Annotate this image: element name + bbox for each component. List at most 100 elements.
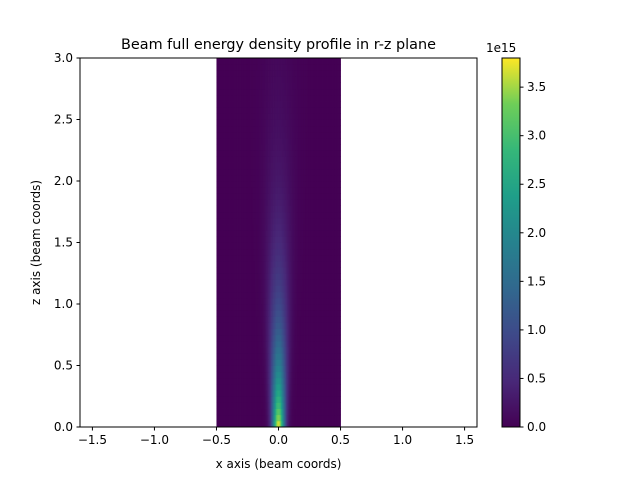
heatmap-cell [277,137,279,145]
heatmap-cell [316,328,319,336]
heatmap-cell [297,304,299,311]
heatmap-cell [237,168,240,176]
heatmap-cell [221,297,224,305]
heatmap-cell [295,310,298,317]
heatmap-cell [238,310,241,317]
heatmap-cell [314,396,317,403]
heatmap-cell [328,279,330,286]
heatmap-cell [245,377,247,385]
heatmap-cell [288,304,291,311]
heatmap-cell [331,156,334,163]
heatmap-cell [331,328,334,336]
heatmap-cell [241,125,243,133]
heatmap-cell [216,297,219,305]
heatmap-cell [329,396,332,403]
heatmap-cell [329,236,332,243]
heatmap-cell [303,193,305,200]
heatmap-cell [262,193,265,200]
heatmap-cell [277,383,279,391]
heatmap-cell [339,396,341,403]
heatmap-cell [240,396,242,403]
heatmap-cell [220,137,222,145]
heatmap-cell [299,168,302,176]
heatmap-cell [295,420,298,427]
heatmap-cell [283,260,286,268]
heatmap-cell [313,193,315,200]
heatmap-cell [287,193,289,200]
heatmap-cell [331,131,334,139]
heatmap-cell [241,150,243,157]
heatmap-cell [259,193,262,200]
heatmap-cell [272,347,274,354]
heatmap-cell [220,260,222,268]
heatmap-cell [253,334,256,342]
heatmap-cell [220,181,222,188]
heatmap-cell [245,316,247,323]
heatmap-cell [324,230,327,237]
heatmap-cell [249,347,252,354]
heatmap-cell [278,414,281,422]
heatmap-cell [257,267,260,274]
heatmap-cell [338,199,340,206]
heatmap-cell [254,322,257,329]
heatmap-cell [285,131,288,139]
heatmap-cell [276,260,278,268]
heatmap-cell [331,174,334,182]
heatmap-cell [285,304,288,311]
heatmap-cell [258,242,261,250]
heatmap-cell [326,279,329,286]
heatmap-cell [248,162,251,170]
heatmap-cell [316,211,319,219]
heatmap-cell [313,279,315,286]
heatmap-cell [278,254,281,262]
heatmap-cell [264,193,267,200]
heatmap-cell [280,365,283,373]
heatmap-cell [237,150,240,157]
heatmap-cell [319,150,322,157]
heatmap-cell [268,137,271,145]
heatmap-cell [266,377,268,385]
heatmap-cell [333,156,335,163]
heatmap-cell [247,187,250,194]
heatmap-cell [243,150,246,157]
heatmap-cell [302,297,304,305]
heatmap-cell [338,390,340,397]
heatmap-cell [248,181,251,188]
heatmap-cell [274,181,277,188]
heatmap-cell [320,414,323,422]
heatmap-cell [271,291,273,299]
heatmap-cell [269,371,272,379]
heatmap-cell [320,248,323,256]
heatmap-cell [292,377,294,385]
heatmap-cell [320,236,323,243]
heatmap-cell [307,125,309,133]
heatmap-cell [235,347,237,354]
heatmap-cell [324,125,327,133]
heatmap-cell [257,248,260,256]
heatmap-cell [324,279,327,286]
heatmap-cell [259,119,262,127]
heatmap-cell [294,420,297,427]
heatmap-cell [280,291,283,299]
heatmap-cell [334,150,336,157]
heatmap-cell [251,304,253,311]
heatmap-cell [231,236,233,243]
heatmap-cell [305,273,308,280]
heatmap-cell [328,162,330,170]
heatmap-cell [279,254,282,262]
heatmap-cell [278,162,281,170]
heatmap-cell [246,267,248,274]
heatmap-cell [288,217,291,225]
heatmap-cell [271,144,273,151]
heatmap-cell [268,217,271,225]
heatmap-cell [266,279,268,286]
heatmap-cell [263,242,266,250]
heatmap-cell [220,322,222,329]
heatmap-cell [263,193,266,200]
heatmap-cell [274,230,277,237]
heatmap-cell [292,224,294,231]
heatmap-cell [243,377,246,385]
heatmap-cell [297,267,299,274]
heatmap-cell [263,260,266,268]
heatmap-cell [269,334,272,342]
